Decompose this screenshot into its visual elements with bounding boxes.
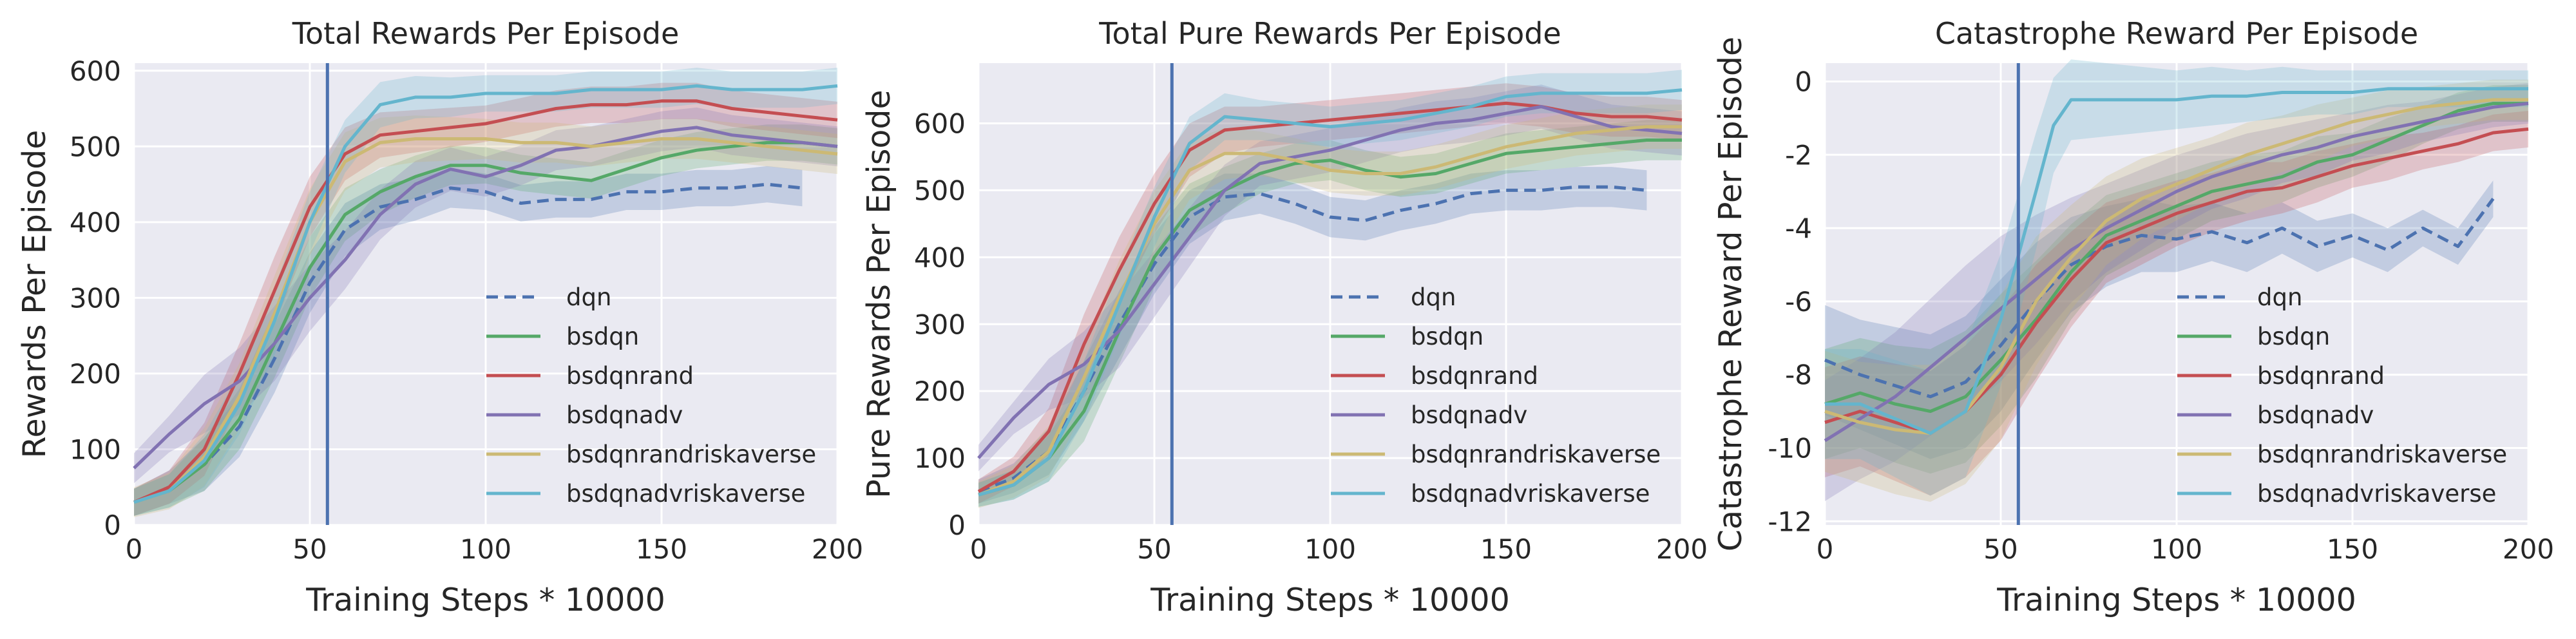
y-tick-label: 600: [70, 55, 121, 87]
x-tick-label: 0: [1817, 533, 1834, 565]
legend-label-bsdqn: bsdqn: [566, 323, 639, 350]
series-line-bsdqn: [978, 138, 1682, 497]
legend-label-bsdqnrand: bsdqnrand: [1411, 362, 1538, 390]
y-tick-label: 600: [914, 108, 966, 140]
y-tick-label: 300: [914, 309, 966, 340]
series-line-bsdqnadvriskaverse: [1825, 87, 2528, 435]
legend-label-dqn: dqn: [566, 283, 611, 311]
y-axis-label: Catastrophe Reward Per Episode: [1712, 37, 1749, 551]
x-tick-label: 50: [1137, 533, 1171, 565]
band-bsdqnadv: [978, 84, 1682, 472]
x-tick-label: 200: [2503, 533, 2554, 565]
y-tick-label: 100: [914, 443, 966, 474]
y-tick-label: 200: [70, 358, 121, 390]
band-dqn: [1825, 180, 2494, 459]
band-dqn: [978, 167, 1647, 504]
x-tick-label: 0: [970, 533, 987, 565]
y-tick-label: -10: [1768, 433, 1812, 464]
legend-label-bsdqn: bsdqn: [2257, 323, 2330, 350]
band-bsdqnrandriskaverse: [134, 115, 837, 518]
legend-label-bsdqnadv: bsdqnadv: [1411, 401, 1527, 429]
y-tick-label: 100: [70, 434, 121, 465]
band-bsdqnrandriskaverse: [1825, 79, 2528, 502]
legend-label-bsdqnadvriskaverse: bsdqnadvriskaverse: [566, 480, 805, 508]
legend-label-bsdqnadv: bsdqnadv: [2257, 401, 2374, 429]
x-axis-label: Training Steps * 10000: [305, 582, 665, 618]
series-line-bsdqnrand: [133, 99, 838, 504]
series-line-bsdqnadvriskaverse: [978, 88, 1683, 497]
chart-panel-1: 0 50 100 150 200 0 100 200 300 400 500 600 Total Rew…: [16, 16, 863, 618]
legend-label-bsdqnrandriskaverse: bsdqnrandriskaverse: [2257, 441, 2507, 468]
y-axis-label: Pure Rewards Per Episode: [861, 90, 897, 498]
y-tick-label: -4: [1785, 213, 1812, 244]
band-bsdqnadv: [1825, 83, 2528, 502]
legend: dqn bsdqn bsdqnrand bsdqnadv bsdqnrandriskav…: [486, 283, 816, 508]
legend-label-bsdqnrand: bsdqnrand: [2257, 362, 2385, 390]
y-axis-label: Rewards Per Episode: [16, 130, 53, 459]
x-tick-label: 100: [1304, 533, 1356, 565]
series-line-bsdqnadv: [1824, 102, 2529, 443]
chart-panel-3: 0 50 100 150 200 0 -2 -4 -6 -8 -10 -12 Catastrophe R…: [1712, 16, 2554, 618]
x-tick-label: 150: [2327, 533, 2378, 565]
legend-label-bsdqnrandriskaverse: bsdqnrandriskaverse: [566, 441, 816, 468]
chart-panel-2: 0 50 100 150 200 0 100 200 300 400 500 600 Total Pur…: [861, 16, 1708, 618]
series-line-bsdqn: [1824, 102, 2528, 414]
series-line-bsdqnrand: [977, 101, 1683, 493]
band-bsdqnrand: [134, 82, 837, 516]
series-line-bsdqnrandriskaverse: [978, 125, 1682, 497]
x-tick-label: 200: [1656, 533, 1708, 565]
x-tick-label: 0: [126, 533, 143, 565]
legend: dqn bsdqn bsdqnrand bsdqnadv bsdqnrandriskav…: [1331, 283, 1661, 508]
x-tick-label: 100: [2151, 533, 2202, 565]
legend-label-dqn: dqn: [2257, 283, 2302, 311]
y-tick-label: 500: [914, 175, 966, 206]
y-tick-label: 0: [1795, 66, 1812, 97]
legend-label-bsdqnadvriskaverse: bsdqnadvriskaverse: [2257, 480, 2496, 508]
y-tick-label: -12: [1768, 506, 1812, 537]
band-bsdqnrand: [1825, 111, 2528, 496]
series-line-dqn: [133, 182, 803, 504]
legend: dqn bsdqn bsdqnrand bsdqnadv bsdqnrandriskav…: [2177, 283, 2507, 508]
legend-label-bsdqnrandriskaverse: bsdqnrandriskaverse: [1411, 441, 1661, 468]
legend-label-bsdqnadv: bsdqnadv: [566, 401, 683, 429]
x-tick-label: 150: [1480, 533, 1532, 565]
y-tick-label: 500: [70, 131, 121, 162]
y-tick-label: 0: [948, 510, 966, 541]
y-tick-label: -6: [1785, 286, 1812, 318]
y-tick-label: -8: [1785, 359, 1812, 391]
legend-label-bsdqnadvriskaverse: bsdqnadvriskaverse: [1411, 480, 1650, 508]
y-tick-label: 0: [104, 510, 121, 541]
series-line-dqn: [1824, 198, 2495, 399]
chart-title: Total Rewards Per Episode: [292, 16, 680, 51]
y-tick-label: 300: [70, 282, 121, 314]
legend-label-dqn: dqn: [1411, 283, 1456, 311]
y-tick-label: 200: [914, 376, 966, 407]
band-bsdqnrand: [978, 83, 1682, 504]
y-tick-label: 400: [70, 207, 121, 238]
band-bsdqn: [978, 120, 1682, 507]
x-tick-label: 150: [636, 533, 687, 565]
x-tick-label: 200: [812, 533, 863, 565]
x-tick-label: 100: [460, 533, 511, 565]
x-axis-label: Training Steps * 10000: [1150, 582, 1510, 618]
legend-label-bsdqnrand: bsdqnrand: [566, 362, 694, 390]
chart-title: Total Pure Rewards Per Episode: [1098, 16, 1561, 51]
series-line-bsdqnrandriskaverse: [133, 137, 838, 504]
band-bsdqnadvriskaverse: [978, 70, 1682, 507]
y-tick-label: 400: [914, 242, 966, 273]
x-axis-label: Training Steps * 10000: [1996, 582, 2356, 618]
series-line-bsdqn: [133, 140, 838, 504]
chart-title: Catastrophe Reward Per Episode: [1935, 16, 2418, 51]
y-tick-label: -2: [1785, 139, 1812, 171]
series-line-bsdqnadvriskaverse: [133, 84, 838, 504]
x-tick-label: 50: [292, 533, 327, 565]
x-tick-label: 50: [1983, 533, 2018, 565]
legend-label-bsdqn: bsdqn: [1411, 323, 1484, 350]
